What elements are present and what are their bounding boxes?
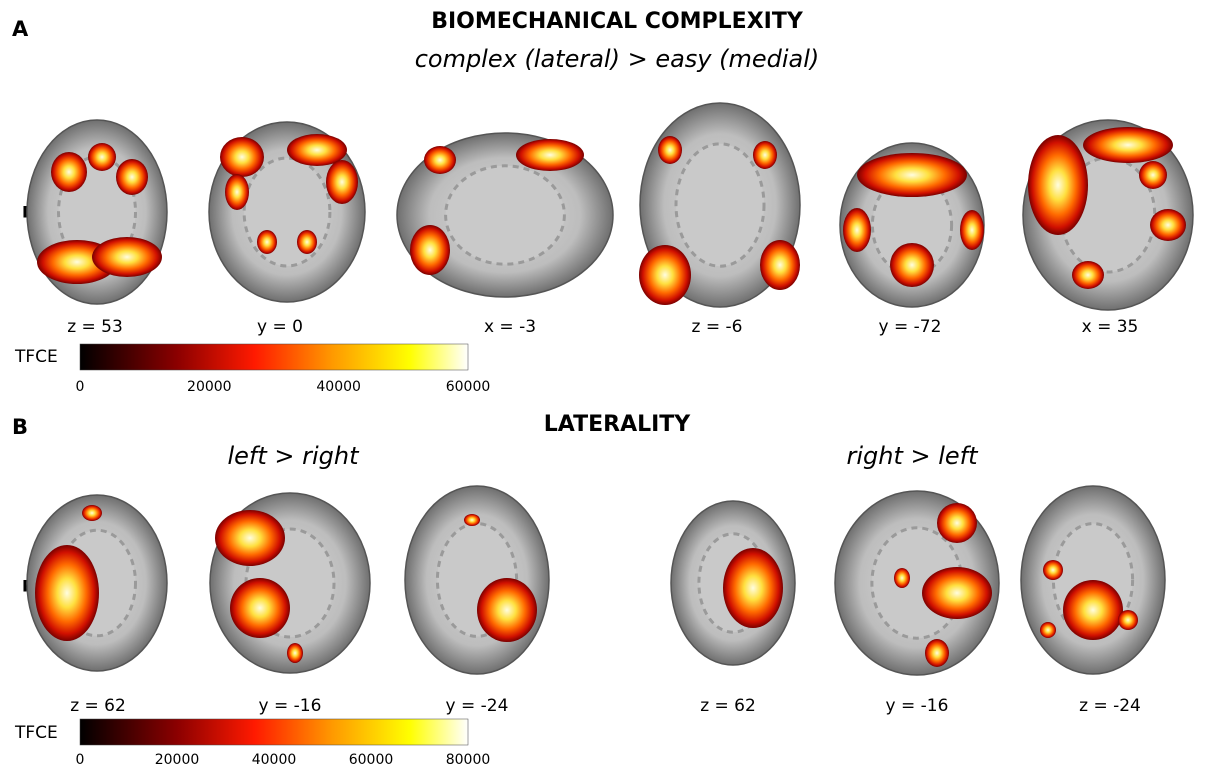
activation-blob xyxy=(1083,127,1173,163)
slice-label: y = 0 xyxy=(257,317,303,337)
activation-blob xyxy=(925,639,949,667)
activation-blob xyxy=(857,153,967,197)
brain-inner xyxy=(242,156,332,268)
colorbar-tick: 40000 xyxy=(316,379,361,395)
activation-blob xyxy=(88,143,116,171)
activation-blob xyxy=(1150,209,1186,241)
slice-label: y = -24 xyxy=(446,696,509,716)
brain-inner xyxy=(444,164,566,266)
panel-title: BIOMECHANICAL COMPLEXITY xyxy=(431,9,804,34)
activation-blob xyxy=(1043,560,1063,580)
panel-letter: B xyxy=(12,415,28,439)
slice-label: z = 62 xyxy=(70,696,126,716)
activation-blob xyxy=(230,578,290,638)
activation-blob xyxy=(639,245,691,305)
colorbar xyxy=(79,343,469,371)
activation-blob xyxy=(760,240,800,290)
slice-label: z = -6 xyxy=(692,317,743,337)
activation-blob xyxy=(424,146,456,174)
activation-blob xyxy=(1139,161,1167,189)
activation-blob xyxy=(82,505,102,521)
activation-blob xyxy=(723,548,783,628)
activation-blob xyxy=(890,243,934,287)
activation-blob xyxy=(477,578,537,642)
colorbar-tick: 40000 xyxy=(252,752,297,767)
colorbar-tick: 60000 xyxy=(349,752,394,767)
colorbar-tick: 60000 xyxy=(446,379,491,395)
colorbar-tick: 80000 xyxy=(446,752,491,767)
colorbar-tick: 0 xyxy=(76,752,85,767)
activation-blob xyxy=(51,152,87,192)
activation-blob xyxy=(843,208,871,252)
activation-blob xyxy=(35,545,99,641)
activation-blob xyxy=(1028,135,1088,235)
activation-blob xyxy=(894,568,910,588)
activation-blob xyxy=(960,210,984,250)
activation-blob xyxy=(215,510,285,566)
slice-label: y = -72 xyxy=(879,317,942,337)
colorbar-tick: 20000 xyxy=(187,379,232,395)
activation-blob xyxy=(287,643,303,663)
activation-blob xyxy=(1072,261,1104,289)
activation-blob xyxy=(922,567,992,619)
activation-blob xyxy=(326,160,358,204)
activation-blob xyxy=(1063,580,1123,640)
activation-blob xyxy=(410,225,450,275)
colorbar-label: TFCE xyxy=(14,723,58,743)
slice-label: z = -24 xyxy=(1079,696,1141,716)
panel-title: LATERALITY xyxy=(544,412,692,437)
colorbar-label: TFCE xyxy=(14,347,58,367)
colorbar xyxy=(79,718,469,746)
slice-label: x = -3 xyxy=(484,317,536,337)
activation-blob xyxy=(937,503,977,543)
slice-label: z = 53 xyxy=(67,317,123,337)
group-subtitle: left > right xyxy=(227,442,360,470)
activation-blob xyxy=(287,134,347,166)
colorbar-tick: 20000 xyxy=(155,752,200,767)
activation-blob xyxy=(257,230,277,254)
group-subtitle: right > left xyxy=(846,442,979,470)
activation-blob xyxy=(220,137,264,177)
slice-label: y = -16 xyxy=(886,696,949,716)
activation-blob xyxy=(516,139,584,171)
activation-blob xyxy=(1040,622,1056,638)
activation-blob xyxy=(1118,610,1138,630)
brain-inner xyxy=(674,142,766,268)
panel-subtitle: complex (lateral) > easy (medial) xyxy=(415,45,820,73)
activation-blob xyxy=(753,141,777,169)
activation-blob xyxy=(116,159,148,195)
slice-label: y = -16 xyxy=(259,696,322,716)
activation-blob xyxy=(658,136,682,164)
panel-letter: A xyxy=(12,17,29,41)
activation-blob xyxy=(297,230,317,254)
colorbar-tick: 0 xyxy=(76,379,85,395)
activation-blob xyxy=(92,237,162,277)
slice-label: x = 35 xyxy=(1082,317,1139,337)
activation-blob xyxy=(225,174,249,210)
activation-blob xyxy=(464,514,480,526)
slice-label: z = 62 xyxy=(700,696,756,716)
